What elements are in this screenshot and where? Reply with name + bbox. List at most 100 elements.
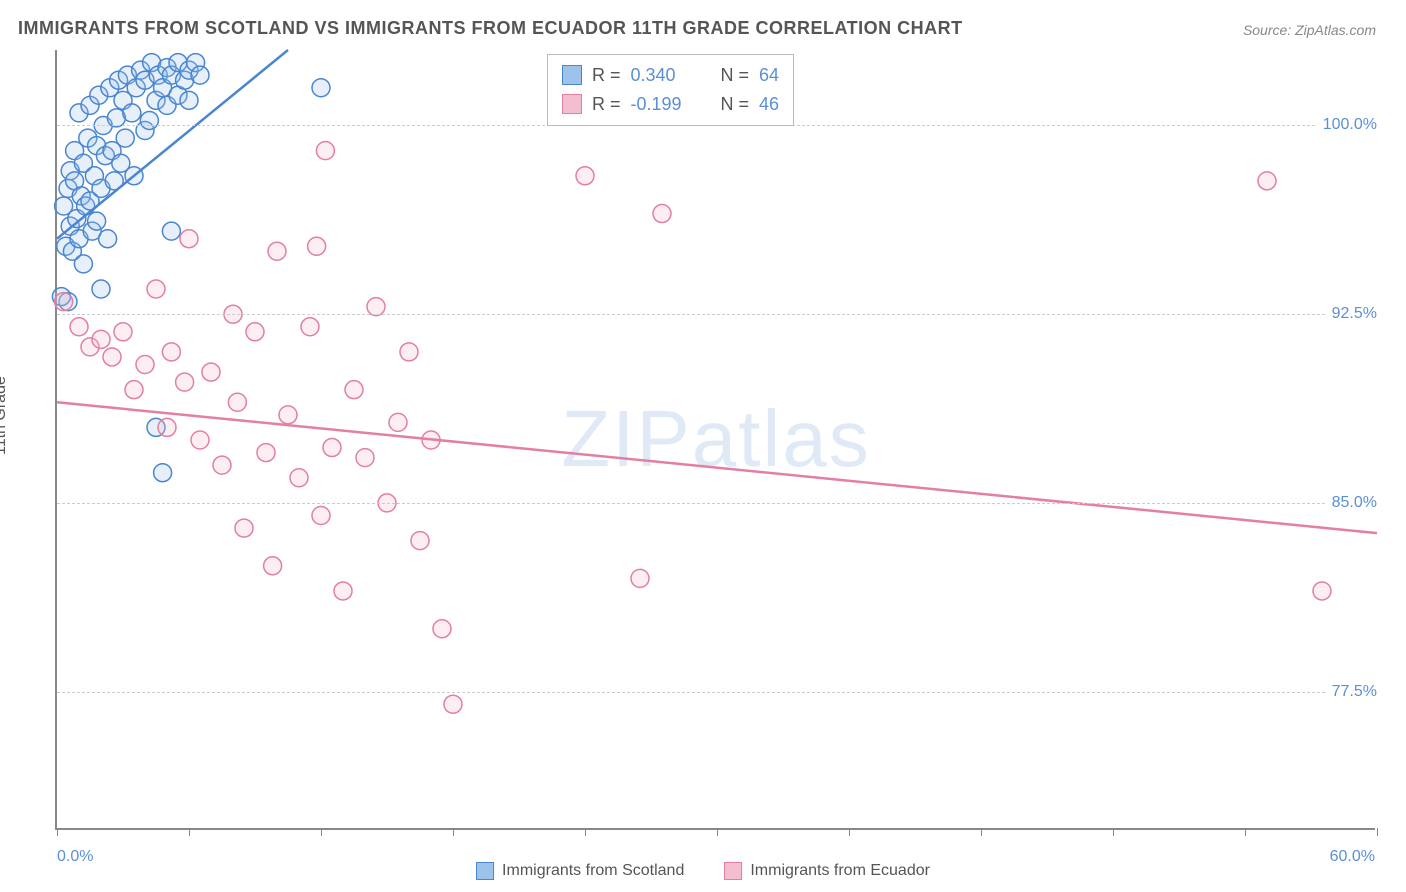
scatter-point (191, 431, 209, 449)
correlation-legend: R = 0.340 N = 64 R = -0.199 N = 46 (547, 54, 794, 126)
scatter-point (92, 280, 110, 298)
legend-swatch (476, 862, 494, 880)
scatter-point (433, 620, 451, 638)
scatter-point (191, 66, 209, 84)
scatter-point (180, 230, 198, 248)
scatter-point (356, 449, 374, 467)
scatter-point (301, 318, 319, 336)
legend-label: Immigrants from Scotland (502, 862, 684, 880)
legend-label: Immigrants from Ecuador (750, 862, 930, 880)
scatter-point (116, 129, 134, 147)
r-label: R = (592, 61, 621, 90)
scatter-point (400, 343, 418, 361)
scatter-point (308, 237, 326, 255)
y-axis-label: 11th Grade (0, 376, 10, 455)
scatter-point (162, 222, 180, 240)
x-tick (453, 828, 454, 836)
scatter-point (345, 381, 363, 399)
scatter-point (125, 381, 143, 399)
x-tick (981, 828, 982, 836)
scatter-point (154, 464, 172, 482)
scatter-point (334, 582, 352, 600)
x-min-label: 0.0% (57, 848, 93, 866)
scatter-point (55, 293, 73, 311)
r-label: R = (592, 90, 621, 119)
scatter-point (279, 406, 297, 424)
scatter-point (180, 91, 198, 109)
scatter-point (74, 255, 92, 273)
x-tick (1377, 828, 1378, 836)
scatter-point (140, 111, 158, 129)
gridline-h (57, 692, 1375, 693)
legend-swatch (724, 862, 742, 880)
x-tick (321, 828, 322, 836)
scatter-point (316, 142, 334, 160)
scatter-point (70, 318, 88, 336)
correlation-row: R = -0.199 N = 46 (562, 90, 779, 119)
gridline-h (57, 314, 1375, 315)
scatter-point (323, 439, 341, 457)
scatter-point (228, 393, 246, 411)
scatter-point (123, 104, 141, 122)
scatter-point (1258, 172, 1276, 190)
scatter-point (213, 456, 231, 474)
scatter-point (264, 557, 282, 575)
legend-swatch (562, 94, 582, 114)
x-max-label: 60.0% (1330, 848, 1375, 866)
scatter-point (290, 469, 308, 487)
scatter-point (444, 695, 462, 713)
r-value: -0.199 (631, 90, 701, 119)
n-value: 46 (759, 90, 779, 119)
chart-title: IMMIGRANTS FROM SCOTLAND VS IMMIGRANTS F… (18, 18, 963, 39)
bottom-legend: Immigrants from Scotland Immigrants from … (476, 862, 930, 880)
y-tick-label: 77.5% (1326, 683, 1377, 701)
scatter-point (99, 230, 117, 248)
scatter-point (411, 532, 429, 550)
scatter-point (176, 373, 194, 391)
x-tick (849, 828, 850, 836)
y-tick-label: 92.5% (1326, 305, 1377, 323)
scatter-point (1313, 582, 1331, 600)
scatter-point (389, 413, 407, 431)
scatter-point (312, 506, 330, 524)
scatter-point (653, 205, 671, 223)
scatter-point (268, 242, 286, 260)
y-tick-label: 85.0% (1326, 494, 1377, 512)
x-tick (1113, 828, 1114, 836)
scatter-point (88, 212, 106, 230)
correlation-row: R = 0.340 N = 64 (562, 61, 779, 90)
scatter-point (136, 356, 154, 374)
y-tick-label: 100.0% (1317, 116, 1377, 134)
x-tick (717, 828, 718, 836)
x-tick (585, 828, 586, 836)
n-label: N = (721, 61, 750, 90)
scatter-point (162, 343, 180, 361)
scatter-point (103, 348, 121, 366)
scatter-point (576, 167, 594, 185)
x-tick (1245, 828, 1246, 836)
gridline-h (57, 503, 1375, 504)
legend-swatch (562, 65, 582, 85)
legend-item: Immigrants from Ecuador (724, 862, 930, 880)
correlation-chart: IMMIGRANTS FROM SCOTLAND VS IMMIGRANTS F… (0, 0, 1406, 892)
scatter-point (235, 519, 253, 537)
scatter-point (631, 569, 649, 587)
legend-item: Immigrants from Scotland (476, 862, 684, 880)
n-value: 64 (759, 61, 779, 90)
scatter-point (114, 323, 132, 341)
r-value: 0.340 (631, 61, 701, 90)
scatter-point (158, 418, 176, 436)
scatter-point (147, 280, 165, 298)
scatter-point (257, 444, 275, 462)
plot-svg (57, 50, 1375, 828)
x-tick (57, 828, 58, 836)
source-attribution: Source: ZipAtlas.com (1243, 22, 1376, 38)
scatter-point (367, 298, 385, 316)
n-label: N = (721, 90, 750, 119)
scatter-point (312, 79, 330, 97)
plot-area: ZIPatlas 77.5%85.0%92.5%100.0%0.0%60.0%R… (55, 50, 1375, 830)
x-tick (189, 828, 190, 836)
gridline-h (57, 125, 1375, 126)
scatter-point (202, 363, 220, 381)
scatter-point (92, 330, 110, 348)
